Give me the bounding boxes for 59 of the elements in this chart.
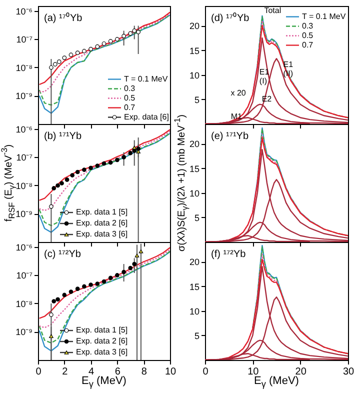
y-tick-label: 10⁻⁹ — [16, 209, 33, 220]
text: (f) ¹⁷²Yb — [211, 249, 246, 260]
legend-label: 0.5 — [124, 93, 136, 102]
y-tick-label: 15 — [189, 46, 200, 56]
y-tick-label: 10 — [189, 306, 200, 316]
y-tick-label: 15 — [189, 282, 200, 292]
y-tick-label: 5 — [194, 330, 200, 341]
x-tick-label: 4 — [88, 366, 95, 378]
text: (a) ¹⁷⁰Yb — [44, 12, 83, 24]
legend-label: Exp. data 1 [5] — [76, 326, 128, 334]
annotation: x 20 — [230, 88, 246, 98]
x-tick-label: 0 — [36, 366, 42, 378]
y-tick-label: 10⁻⁸ — [16, 62, 33, 73]
y-tick-label: 10⁻⁸ — [16, 298, 33, 309]
y-tick-label: 10⁻⁷ — [16, 152, 32, 163]
text: (c) ¹⁷²Yb — [44, 249, 82, 260]
legend-label: T = 0.1 MeV — [302, 12, 346, 21]
legend-label: Exp. data 2 [6] — [76, 336, 128, 346]
y-tick-label: 10⁻⁷ — [16, 34, 32, 45]
legend-label: Exp. data 3 [6] — [76, 348, 128, 356]
legend-label: Exp. data 3 [6] — [76, 230, 128, 238]
x-axis-title: E$_{γ}$ (MeV) — [82, 375, 126, 390]
legend-label: Exp. data 2 [6] — [76, 218, 128, 228]
x-tick-label: 8 — [141, 366, 148, 378]
text: (e) ¹⁷¹Yb — [211, 131, 249, 142]
x-tick-label: 10 — [164, 366, 176, 378]
x-axis-title: E$_{γ}$ (MeV) — [254, 375, 299, 390]
y-tick-label: 20 — [189, 21, 200, 32]
legend-label: 0.7 — [302, 40, 314, 50]
y-tick-label: 10⁻⁸ — [16, 180, 33, 191]
legend-label: 0.5 — [302, 30, 314, 40]
legend-label: Exp. data 1 [5] — [76, 208, 128, 216]
x-tick-label: 10 — [248, 366, 260, 378]
y-tick-label: 10⁻⁶ — [16, 242, 33, 252]
legend-label: 0.3 — [124, 84, 136, 93]
y-tick-label: 5 — [194, 212, 200, 223]
legend-label: T = 0.1 MeV — [124, 74, 168, 84]
text: (d) ¹⁷⁰Yb — [211, 12, 250, 24]
legend-label: 0.7 — [124, 102, 136, 112]
y-tick-label: 20 — [189, 139, 200, 150]
x-tick-label: 30 — [342, 366, 354, 378]
legend-label: 0.3 — [302, 21, 314, 30]
y-tick-label: 10⁻⁹ — [16, 327, 33, 338]
x-tick-label: 0 — [202, 366, 209, 378]
x-tick-label: 20 — [295, 366, 307, 378]
y-tick-label: 20 — [189, 257, 200, 268]
y-tick-label: 10 — [189, 70, 200, 80]
y-tick-label: 10⁻⁶ — [16, 124, 33, 134]
text: (b) ¹⁷¹Yb — [44, 131, 82, 142]
y-tick-label: 10⁻⁹ — [16, 91, 33, 102]
y-tick-label: 5 — [194, 94, 200, 105]
legend-label: Exp. data [6] — [124, 112, 169, 122]
annotation: Total — [264, 6, 282, 15]
y-tick-label: 15 — [189, 164, 200, 174]
x-tick-label: 6 — [114, 366, 121, 378]
x-tick-label: 2 — [62, 366, 68, 378]
y-tick-label: 10⁻⁶ — [16, 6, 33, 16]
y-tick-label: 10⁻⁷ — [16, 270, 32, 281]
y-tick-label: 10 — [189, 188, 200, 198]
